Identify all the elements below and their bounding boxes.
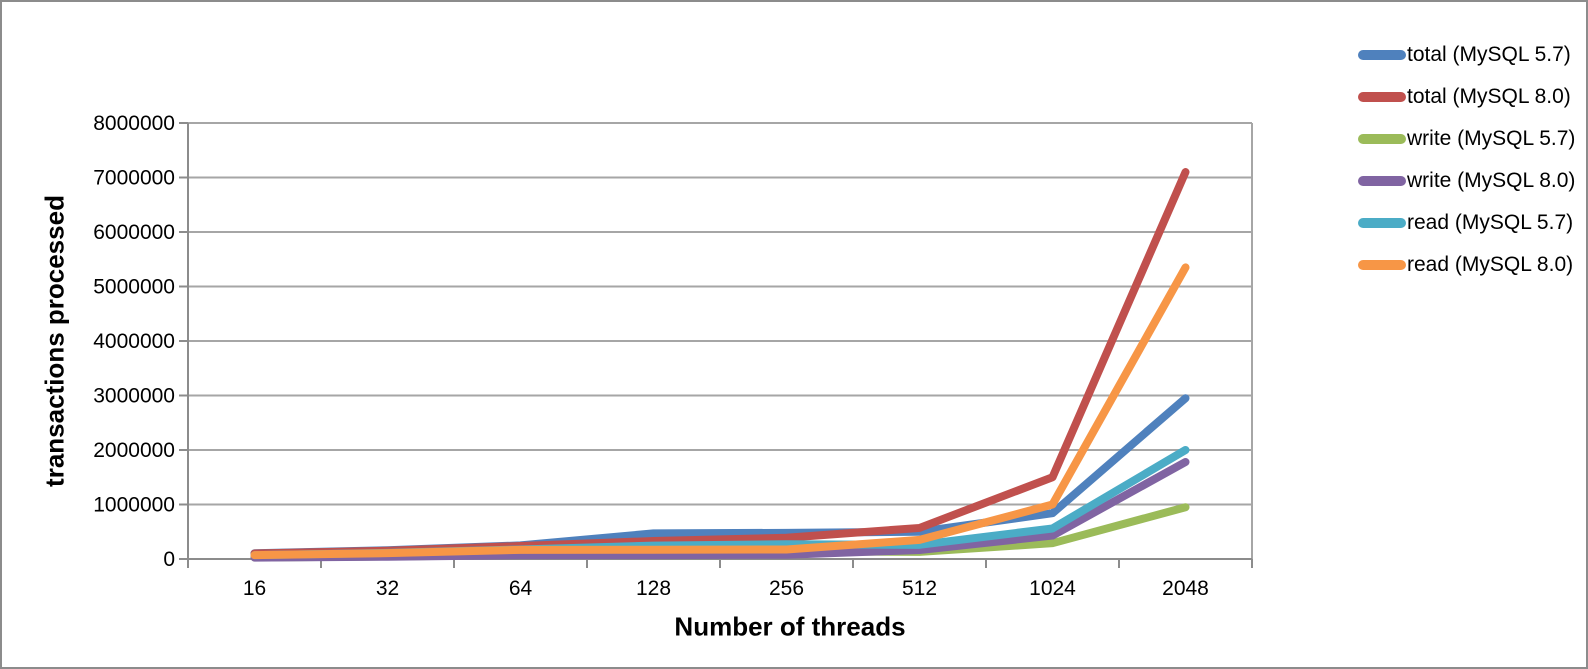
y-axis-title: transactions processed [39, 195, 70, 487]
y-tick-label: 8000000 [93, 112, 175, 135]
x-axis-title: Number of threads [674, 611, 906, 642]
legend-swatch-total-mysql-8-0 [1358, 92, 1406, 102]
y-tick-label: 5000000 [93, 276, 175, 299]
y-tick-label: 2000000 [93, 439, 175, 462]
x-tick-labels: 16 32 64 128 256 512 1024 2048 [243, 577, 1209, 600]
legend-label: total (MySQL 5.7) [1407, 43, 1571, 66]
legend-swatch-total-mysql-5-7 [1358, 50, 1406, 60]
series-line-read-mysql-8.0- [250, 263, 1190, 560]
y-tick-label: 6000000 [93, 221, 175, 244]
legend-item: total (MySQL 8.0) [1358, 76, 1575, 118]
legend-swatch-write-mysql-8-0 [1358, 176, 1406, 186]
y-tick-label: 0 [163, 548, 175, 571]
legend-label: write (MySQL 5.7) [1407, 127, 1576, 150]
series-lines [250, 168, 1190, 562]
legend-swatch-write-mysql-5-7 [1358, 134, 1406, 144]
legend-swatch-read-mysql-5-7 [1358, 218, 1406, 228]
axis-ticks [179, 122, 1253, 568]
legend-label: total (MySQL 8.0) [1407, 85, 1571, 108]
legend-item: total (MySQL 5.7) [1358, 34, 1575, 76]
legend-item: read (MySQL 8.0) [1358, 244, 1575, 286]
legend-item: write (MySQL 8.0) [1358, 160, 1575, 202]
x-tick-label: 32 [376, 577, 399, 600]
legend-label: read (MySQL 8.0) [1407, 253, 1574, 276]
x-tick-label: 2048 [1162, 577, 1209, 600]
legend-item: write (MySQL 5.7) [1358, 118, 1575, 160]
y-tick-label: 3000000 [93, 385, 175, 408]
y-tick-labels: 0 1000000 2000000 3000000 4000000 5000000 6000… [93, 112, 175, 571]
x-tick-label: 512 [902, 577, 937, 600]
x-tick-label: 16 [243, 577, 266, 600]
legend-item: read (MySQL 5.7) [1358, 202, 1575, 244]
x-tick-label: 1024 [1029, 577, 1076, 600]
y-tick-label: 7000000 [93, 167, 175, 190]
y-tick-label: 1000000 [93, 494, 175, 517]
legend-swatch-read-mysql-8-0 [1358, 260, 1406, 270]
legend: total (MySQL 5.7) total (MySQL 8.0) writ… [1358, 34, 1575, 286]
x-tick-label: 256 [769, 577, 804, 600]
legend-label: write (MySQL 8.0) [1407, 169, 1576, 192]
y-tick-label: 4000000 [93, 330, 175, 353]
x-tick-label: 128 [636, 577, 671, 600]
series-line-total-mysql-8.0- [250, 168, 1190, 558]
legend-label: read (MySQL 5.7) [1407, 211, 1574, 234]
y-gridlines [188, 122, 1252, 506]
x-tick-label: 64 [509, 577, 533, 600]
